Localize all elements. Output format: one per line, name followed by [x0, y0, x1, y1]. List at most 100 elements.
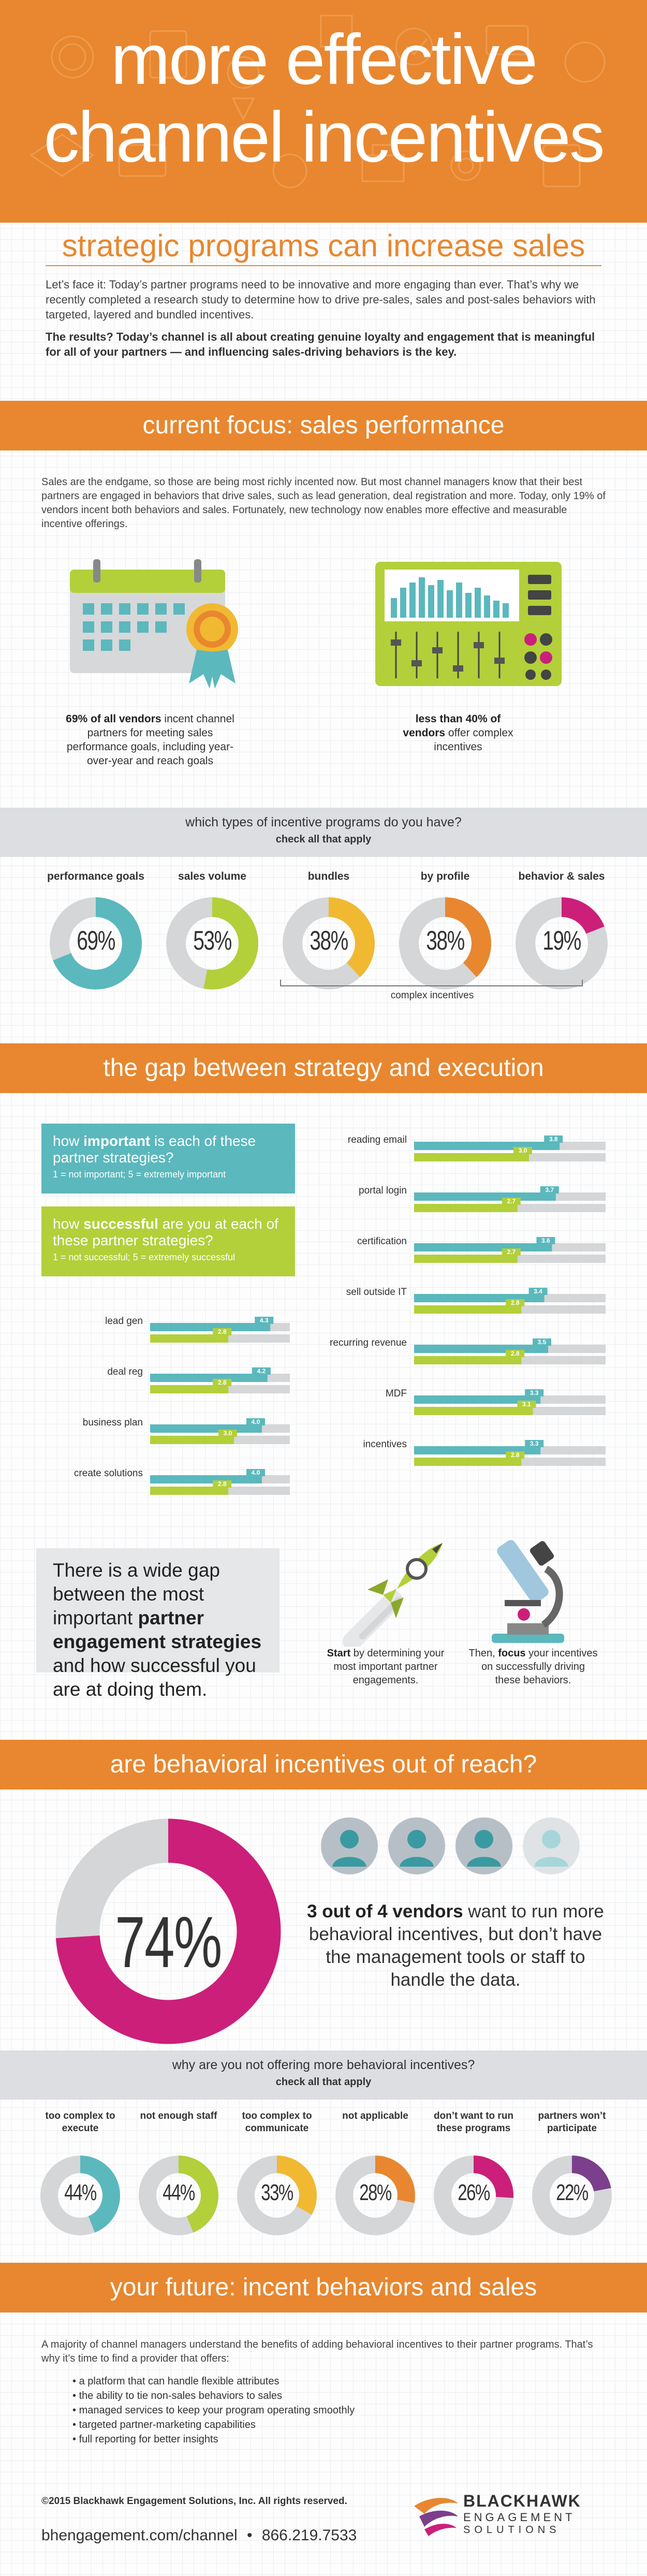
types-value: 38% [426, 926, 465, 956]
bar-value-tag [525, 1389, 544, 1396]
types-donut [166, 897, 258, 989]
reasons-donut-arc [532, 2156, 612, 2235]
intro-paragraph: Let’s face it: Today’s partner programs … [46, 277, 601, 359]
rocket-bold: Start [327, 1648, 351, 1659]
right-label: certification [357, 1236, 407, 1247]
footer-contact: bhengagement.com/channel • 866.219.7533 [41, 2527, 357, 2544]
bar-value-label: 4.3 [260, 1317, 269, 1324]
bar-value-label: 3.8 [549, 1136, 558, 1143]
bar-value-tag [506, 1299, 525, 1306]
results-text: The results? Today’s channel is all abou… [46, 330, 595, 358]
scope-bold: focus [498, 1648, 526, 1659]
stat-complex-bold-b: vendors [403, 727, 446, 739]
reasons-donut [139, 2156, 218, 2235]
types-donut-arc [399, 897, 491, 989]
copyright: ©2015 Blackhawk Engagement Solutions, In… [41, 2496, 347, 2507]
stat-complex-bold-a: less than 40% of [415, 713, 501, 725]
bar-value-tag [513, 1147, 532, 1154]
types-donut [283, 897, 375, 989]
types-donut-arc [283, 897, 375, 989]
right-label: reading email [347, 1134, 407, 1145]
bar-value-label: 2.7 [507, 1198, 516, 1205]
stat-complex: less than 40% of vendors offer complex in… [393, 712, 523, 754]
brand-line1: BLACKHAWK [463, 2492, 581, 2510]
imp-pre: how [53, 1133, 84, 1149]
person-icon [321, 1817, 378, 1874]
left-label: business plan [82, 1417, 143, 1428]
complex-bracket-label: complex incentives [390, 990, 474, 1001]
reasons-label: too complex to execute [45, 2111, 115, 2134]
types-donut [50, 897, 142, 989]
section-title-focus: current focus: sales performance [142, 412, 505, 439]
types-value: 53% [193, 926, 232, 956]
right-label: incentives [363, 1439, 407, 1450]
footer-url[interactable]: bhengagement.com/channel [41, 2527, 238, 2544]
bar-value-label: 2.7 [507, 1248, 516, 1256]
intro-text: Let’s face it: Today’s partner programs … [46, 278, 596, 321]
types-value: 19% [542, 926, 581, 956]
section-header-focus: current focus: sales performance [0, 401, 647, 450]
left-label: deal reg [107, 1366, 143, 1377]
bar-value-tag [544, 1136, 563, 1143]
hero-background-icons [30, 14, 606, 188]
right-label: sell outside IT [346, 1287, 407, 1298]
bar-value-tag [213, 1328, 232, 1335]
future-list: a platform that can handle flexible attr… [72, 2374, 355, 2447]
bar-value-label: 4.0 [252, 1469, 260, 1476]
brand-line3: SOLUTIONS [463, 2524, 561, 2536]
succ-post: are you at each of these partner strateg… [53, 1216, 278, 1248]
types-label: behavior & sales [518, 870, 605, 882]
person-icon [388, 1817, 445, 1874]
succ-bold: successful [83, 1216, 158, 1232]
reasons-donut-arc [335, 2156, 415, 2235]
bar-value-label: 3.4 [534, 1288, 542, 1295]
future-body: A majority of channel managers understan… [41, 2339, 593, 2364]
reasons-donut [335, 2156, 415, 2235]
section-header-behavioral: are behavioral incentives out of reach? [0, 1740, 647, 1789]
stat-sales-goals-text: incent channel partners for meeting sale… [66, 713, 234, 767]
bar-succ [150, 1334, 229, 1343]
question-band-reasons: why are you not offering more behavioral… [0, 2050, 647, 2100]
big-donut [55, 1818, 281, 2044]
footer-phone: 866.219.7533 [261, 2527, 357, 2544]
microscope-icon [492, 1540, 564, 1643]
types-value: 38% [310, 926, 348, 956]
bar-succ [414, 1204, 518, 1212]
rocket-caption: Start by determining your most important… [323, 1647, 448, 1687]
reasons-donut-arc [237, 2156, 317, 2235]
bar-value-tag [255, 1317, 274, 1324]
bar-value-tag [533, 1338, 551, 1346]
types-question: which types of incentive programs do you… [185, 815, 462, 829]
footer-sep: • [246, 2527, 253, 2544]
bar-imp [150, 1424, 262, 1433]
title-line-2: channel incentives [43, 97, 605, 177]
stat-complex-text: offer complex incentives [434, 727, 513, 753]
bar-imp [414, 1142, 560, 1150]
types-label: performance goals [47, 870, 144, 882]
bar-value-tag [502, 1248, 521, 1256]
bar-value-tag [540, 1186, 559, 1194]
subtitle: strategic programs can increase sales [62, 228, 585, 263]
behavioral-stat: 3 out of 4 vendors want to run more beha… [300, 1900, 611, 1991]
focus-body: Sales are the endgame, so those are bein… [41, 476, 606, 530]
types-value: 69% [77, 926, 115, 956]
types-label: by profile [420, 870, 470, 882]
bar-value-label: 3.1 [522, 1401, 531, 1408]
bar-succ [150, 1436, 234, 1444]
types-donut [516, 897, 608, 989]
legend-important: how important is each of these partner s… [41, 1124, 295, 1194]
left-label: create solutions [73, 1468, 143, 1479]
bar-value-tag [506, 1451, 525, 1459]
reasons-donut [532, 2156, 612, 2235]
bar-value-tag [502, 1198, 521, 1205]
bar-imp [414, 1345, 548, 1353]
reasons-value: 28% [359, 2180, 392, 2205]
types-label: sales volume [178, 870, 246, 882]
gap-quote: There is a wide gap between the most imp… [36, 1548, 280, 1700]
bar-imp [414, 1243, 552, 1251]
succ-pre: how [53, 1216, 84, 1232]
reasons-donut-arc [40, 2156, 120, 2235]
bar-value-label: 4.2 [257, 1367, 266, 1375]
bar-imp [150, 1374, 268, 1382]
